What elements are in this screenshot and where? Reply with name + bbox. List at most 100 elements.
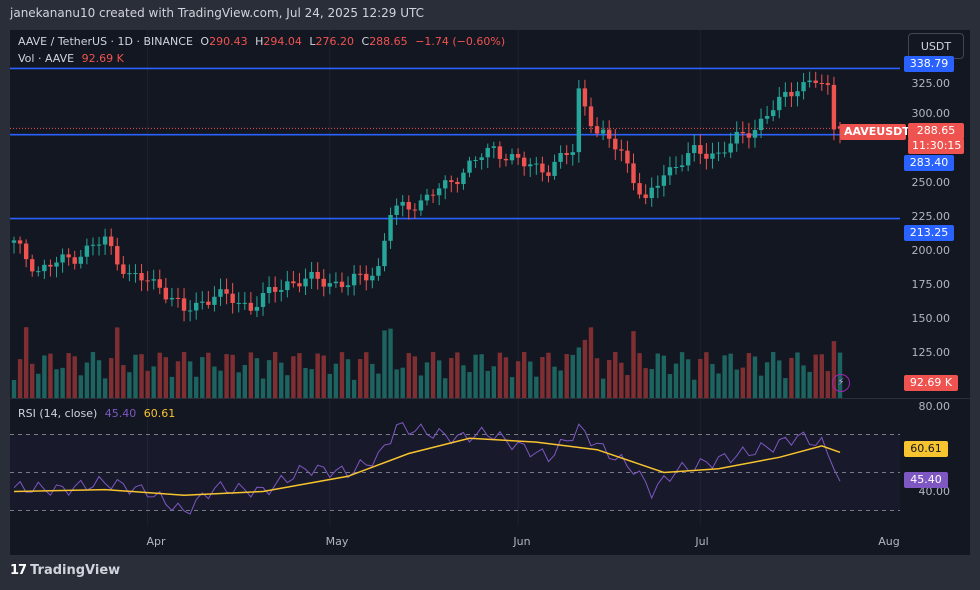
volume-bar: [388, 328, 393, 398]
volume-bar: [588, 327, 594, 398]
price-axis-label: 225.00: [911, 210, 951, 223]
candle-body: [121, 264, 126, 274]
candle-body: [357, 273, 363, 275]
candle-body: [382, 240, 387, 267]
candle-body: [333, 281, 339, 284]
volume-bar: [819, 354, 824, 398]
candle-body: [212, 296, 217, 305]
volume-bar: [679, 352, 685, 398]
volume-bar: [406, 353, 411, 398]
time-axis-label: Jul: [695, 535, 709, 548]
clock-icon[interactable]: ⚡: [832, 374, 850, 392]
candle-body: [795, 91, 800, 97]
candle-body: [139, 273, 144, 281]
candle-body: [351, 273, 357, 286]
candle-body: [327, 283, 333, 287]
volume-bar: [461, 365, 466, 398]
rsi-axis-label: 80.00: [918, 400, 951, 413]
candle-body: [115, 246, 120, 265]
candle-body: [528, 164, 533, 167]
rsi-line: [13, 421, 841, 515]
candle-body: [685, 153, 691, 166]
candle-body: [443, 180, 448, 189]
candle-body: [643, 194, 648, 198]
candle-body: [206, 301, 211, 305]
candle-body: [777, 96, 782, 111]
legend-close: 288.65: [369, 35, 408, 48]
candle-body: [54, 262, 59, 267]
candle-body: [96, 244, 102, 246]
volume-bar: [740, 367, 746, 398]
candle-body: [819, 82, 824, 84]
volume-bar: [576, 347, 582, 398]
candle-body: [315, 271, 320, 279]
volume-bar: [248, 352, 254, 398]
candle-body: [649, 187, 654, 198]
volume-bar: [831, 341, 837, 398]
candle-body: [704, 153, 709, 159]
volume-bar: [127, 372, 132, 398]
volume-bar: [72, 356, 77, 398]
price-axis-label: 300.00: [911, 107, 951, 120]
candle-body: [66, 254, 71, 258]
tradingview-logo[interactable]: 17 TradingView: [10, 563, 120, 578]
level-tag-low: 213.25: [904, 225, 954, 241]
candle-body: [534, 163, 539, 165]
countdown-tag: 11:30:15: [908, 138, 964, 154]
candle-body: [163, 287, 169, 300]
chart-plot-area[interactable]: [10, 30, 970, 555]
volume-bar: [151, 366, 156, 398]
candle-body: [78, 256, 84, 264]
candle-body: [309, 271, 314, 279]
candle-body: [72, 257, 77, 264]
volume-bar: [218, 370, 223, 398]
volume-bar: [345, 359, 351, 398]
volume-bar: [704, 352, 709, 398]
volume-bar: [36, 373, 41, 398]
candle-body: [430, 194, 436, 196]
candle-body: [30, 259, 35, 272]
volume-bar: [564, 354, 569, 398]
pane-separator[interactable]: [10, 398, 970, 399]
volume-bar: [777, 360, 782, 398]
price-axis-label: 325.00: [911, 77, 951, 90]
volume-bar: [710, 364, 715, 398]
currency-button[interactable]: USDT: [908, 33, 964, 59]
volume-bar: [279, 362, 284, 398]
volume-bar: [84, 362, 90, 398]
candle-body: [491, 146, 497, 148]
volume-bar: [752, 356, 758, 398]
rsi-ma-line: [13, 437, 841, 497]
candle-body: [424, 194, 430, 201]
candle-body: [710, 153, 715, 159]
candle-body: [789, 91, 794, 97]
rsi-band: [10, 434, 900, 511]
legend-pair[interactable]: AAVE / TetherUS · 1D · BINANCE: [18, 35, 193, 48]
candle-body: [758, 118, 764, 131]
candle-body: [825, 83, 831, 85]
volume-bar: [558, 370, 563, 398]
volume-bar: [455, 352, 460, 398]
volume-bar: [394, 369, 399, 398]
candle-body: [84, 245, 90, 257]
candle-body: [388, 214, 393, 241]
volume-bar: [272, 352, 278, 398]
volume-bar: [376, 373, 381, 398]
volume-bar: [485, 370, 490, 398]
volume-bar: [746, 353, 752, 398]
volume-bar: [333, 363, 339, 398]
candle-body: [801, 82, 806, 92]
volume-bar: [200, 357, 205, 398]
volume-legend: Vol · AAVE 92.69 K: [18, 52, 128, 65]
chart-frame[interactable]: AAVE / TetherUS · 1D · BINANCE O290.43 H…: [10, 30, 970, 555]
volume-bar: [157, 352, 162, 398]
volume-bar: [78, 375, 84, 398]
candle-body: [394, 205, 399, 215]
candle-body: [521, 157, 527, 167]
rsi-legend-label[interactable]: RSI (14, close): [18, 407, 98, 420]
candle-body: [187, 310, 193, 312]
volume-legend-label[interactable]: Vol · AAVE: [18, 52, 75, 65]
candle-body: [449, 180, 454, 182]
volume-tag: 92.69 K: [904, 375, 958, 391]
volume-bar: [789, 357, 794, 398]
